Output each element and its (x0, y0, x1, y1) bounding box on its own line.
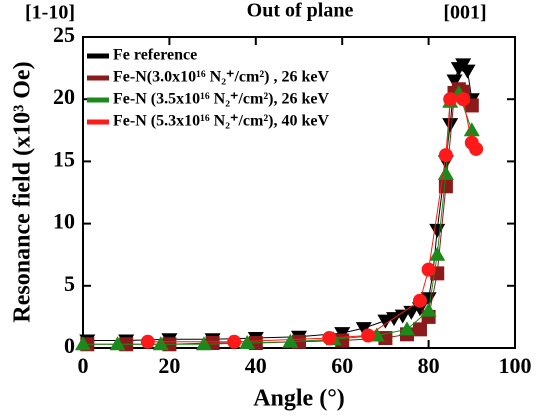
x-tick-label: 80 (418, 353, 440, 378)
marker (438, 179, 453, 194)
marker (437, 165, 454, 180)
annotation: Out of plane (247, 0, 354, 22)
legend-label: Fe-N (3.5x10¹⁶ N₂⁺/cm²), 26 keV (113, 91, 329, 108)
legend-label: Fe-N(3.0x10¹⁶ N₂⁺/cm²) , 26 keV (113, 69, 329, 86)
marker (442, 118, 459, 133)
x-tick-label: 20 (158, 353, 180, 378)
y-tick-label: 20 (53, 84, 75, 109)
y-tick-label: 15 (53, 146, 75, 171)
marker (377, 314, 394, 329)
marker (446, 74, 463, 89)
marker (420, 302, 437, 317)
legend-label: Fe reference (113, 47, 197, 64)
marker (109, 336, 126, 351)
marker (152, 336, 169, 351)
marker (456, 92, 471, 107)
x-axis-label: Angle (°) (253, 386, 345, 412)
marker (429, 223, 446, 238)
marker (227, 334, 242, 349)
marker (438, 148, 453, 163)
marker (443, 92, 458, 107)
marker (239, 335, 256, 350)
marker (399, 321, 415, 336)
marker (469, 141, 484, 156)
marker (463, 122, 480, 137)
x-tick-label: 100 (499, 353, 532, 378)
marker (459, 64, 476, 79)
marker (282, 333, 299, 348)
y-tick-label: 0 (64, 333, 75, 358)
x-tick-label: 40 (245, 353, 267, 378)
marker (361, 328, 376, 343)
marker (75, 336, 91, 351)
marker (355, 322, 372, 337)
y-axis-label: Resonance field (x10³ Oe) (10, 61, 36, 322)
marker (412, 293, 427, 308)
marker (140, 334, 155, 349)
annotation: [001] (443, 2, 486, 24)
marker (394, 309, 411, 324)
marker (322, 331, 337, 346)
fit-line (147, 98, 477, 343)
y-tick-label: 10 (53, 209, 75, 234)
x-tick-label: 60 (331, 353, 353, 378)
legend-label: Fe-N (5.3x10¹⁶ N₂⁺/cm²), 40 keV (113, 113, 329, 130)
marker (421, 262, 436, 277)
marker (412, 322, 427, 337)
annotation: [1-10] (25, 2, 75, 24)
marker (429, 246, 446, 261)
marker (195, 336, 212, 351)
y-tick-label: 5 (64, 271, 75, 296)
y-tick-label: 25 (53, 22, 75, 47)
x-tick-label: 0 (78, 353, 89, 378)
